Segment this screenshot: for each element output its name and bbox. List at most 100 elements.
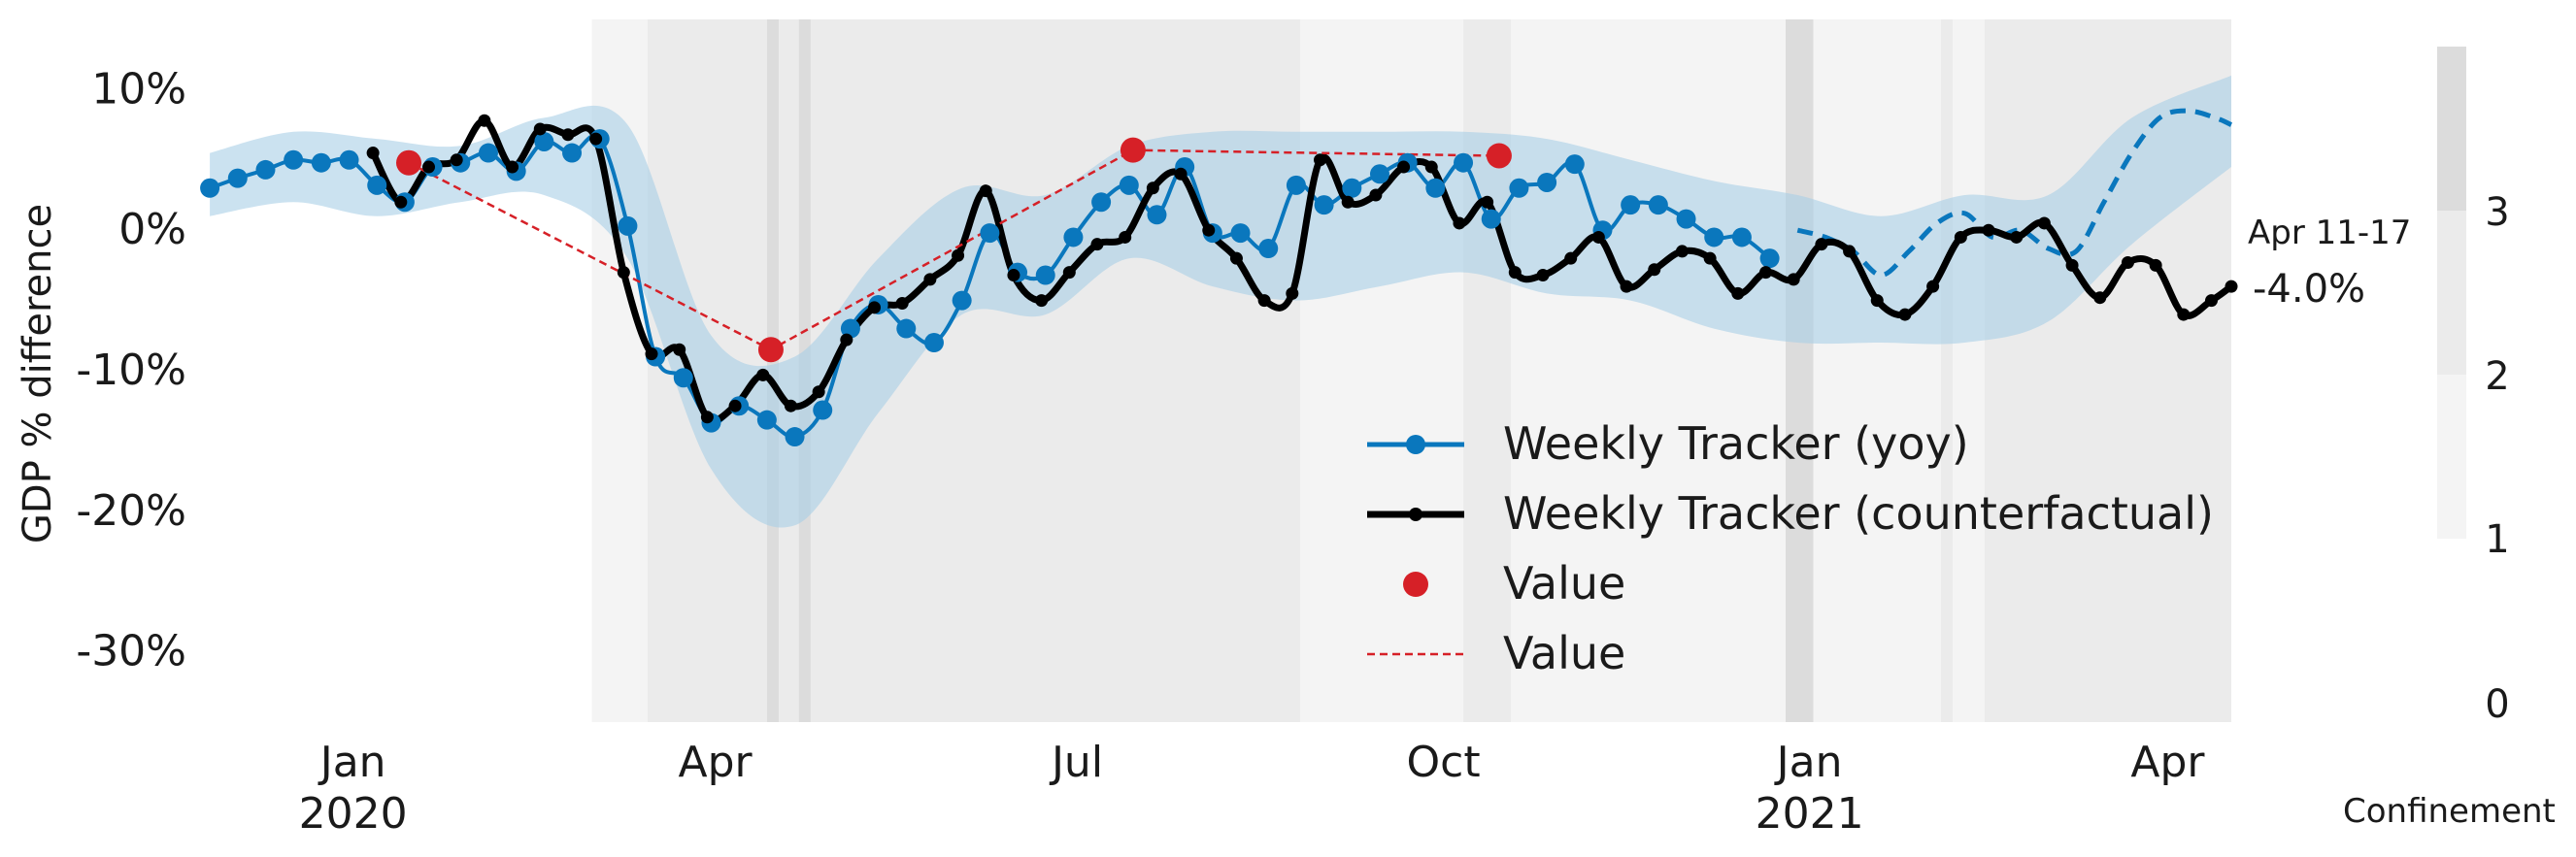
- yoy-point: [1731, 227, 1752, 247]
- counterfactual-point: [2093, 291, 2107, 305]
- yoy-point: [896, 318, 917, 339]
- counterfactual-point: [1926, 280, 1940, 293]
- yoy-point: [1648, 195, 1668, 215]
- confinement-period-level-2: [1940, 19, 1954, 722]
- counterfactual-point: [1424, 160, 1438, 174]
- yoy-forecast-line: [1796, 108, 2233, 279]
- yoy-point: [1258, 239, 1279, 259]
- colorbar-segment-level-2: [2437, 211, 2466, 375]
- legend-label: Value: [1503, 627, 1625, 679]
- counterfactual-point: [1843, 245, 1857, 258]
- y-axis: 10% 0% -10% -20% -30%: [76, 64, 186, 676]
- yoy-point: [952, 290, 972, 311]
- counterfactual-point: [812, 385, 825, 399]
- yoy-point: [1119, 175, 1139, 195]
- counterfactual-point: [1257, 294, 1271, 308]
- yoy-point: [284, 149, 304, 170]
- x-tick-label: Jul: [1049, 738, 1103, 787]
- counterfactual-point: [2037, 216, 2051, 230]
- counterfactual-point: [784, 399, 797, 412]
- annotation-period-label: Apr 11-17: [2248, 214, 2411, 252]
- counterfactual-point: [895, 296, 909, 310]
- counterfactual-point: [1536, 269, 1550, 282]
- colorbar-tick-label: 0: [2485, 682, 2509, 727]
- counterfactual-point: [1731, 286, 1745, 300]
- series-markers: [200, 114, 2238, 447]
- counterfactual-point: [2177, 308, 2191, 321]
- counterfactual-point: [673, 343, 686, 356]
- yoy-point: [1509, 178, 1529, 198]
- x-tick-label: Jan: [1774, 738, 1843, 787]
- yoy-point: [813, 400, 833, 420]
- legend-swatch-counterfactual-marker: [1409, 508, 1422, 521]
- counterfactual-point: [450, 153, 463, 167]
- latest-value-annotation: Apr 11-17 -4.0%: [2248, 214, 2411, 312]
- y-tick-label: 10%: [91, 64, 186, 114]
- yoy-point: [673, 368, 693, 388]
- counterfactual-point: [1898, 308, 1912, 321]
- counterfactual-point: [1481, 195, 1494, 209]
- yoy-point: [1676, 209, 1696, 229]
- counterfactual-point: [952, 248, 965, 262]
- confinement-period-level-1: [1813, 19, 1941, 722]
- counterfactual-point: [1397, 160, 1411, 174]
- confinement-period-level-2: [1463, 19, 1512, 722]
- yoy-point: [1564, 154, 1585, 175]
- counterfactual-point: [617, 266, 630, 280]
- yoy-point: [1369, 164, 1389, 184]
- yoy-point: [1342, 178, 1362, 198]
- counterfactual-point: [1787, 273, 1800, 286]
- yoy-point: [478, 143, 498, 163]
- yoy-point: [562, 143, 583, 163]
- confinement-period-level-1: [1300, 19, 1464, 722]
- quarterly-value-line: [408, 148, 1499, 351]
- counterfactual-point: [1146, 181, 1159, 195]
- yoy-point: [1481, 209, 1501, 229]
- legend-swatch-value-marker: [1403, 572, 1428, 597]
- confinement-period-level-1: [1511, 19, 1786, 722]
- counterfactual-point: [1759, 266, 1773, 280]
- yoy-point: [1621, 195, 1641, 215]
- confinement-colorbar: 0 1 2 3: [2437, 47, 2510, 727]
- yoy-point: [367, 175, 387, 195]
- yoy-point: [1759, 248, 1780, 269]
- y-tick-label: -30%: [76, 627, 186, 676]
- counterfactual-point: [422, 160, 436, 174]
- counterfactual-point: [2121, 256, 2134, 270]
- yoy-point: [1454, 152, 1474, 173]
- yoy-point: [1230, 223, 1251, 244]
- quarterly-value-point: [1486, 143, 1512, 169]
- counterfactual-point: [1982, 223, 1995, 237]
- legend: Weekly Tracker (yoy) Weekly Tracker (coun…: [1367, 417, 2214, 679]
- counterfactual-point: [366, 147, 380, 160]
- yoy-point: [618, 215, 638, 236]
- counterfactual-point: [700, 411, 714, 424]
- yoy-point: [1063, 227, 1084, 247]
- counterfactual-point: [1286, 286, 1299, 300]
- counterfactual-point: [1202, 223, 1216, 237]
- colorbar-segment-level-3: [2437, 47, 2466, 211]
- quarterly-value-point: [396, 149, 422, 176]
- x-tick-label: Oct: [1407, 738, 1481, 787]
- colorbar-tick-label: 3: [2485, 190, 2509, 235]
- counterfactual-point: [840, 333, 853, 346]
- colorbar-tick-label: 1: [2485, 517, 2509, 562]
- x-tick-year-label: 2021: [1756, 789, 1864, 839]
- y-axis-label: GDP % difference: [16, 204, 60, 544]
- counterfactual-point: [1174, 167, 1188, 181]
- counterfactual-point: [1229, 251, 1243, 265]
- yoy-point: [311, 152, 331, 173]
- yoy-point: [785, 427, 805, 447]
- counterfactual-point: [1119, 230, 1132, 244]
- counterfactual-point: [2205, 294, 2219, 308]
- counterfactual-point: [2065, 258, 2079, 272]
- counterfactual-point: [478, 114, 491, 127]
- counterfactual-point: [645, 347, 658, 361]
- counterfactual-point: [2010, 230, 2024, 244]
- yoy-point: [980, 223, 1000, 244]
- yoy-point: [840, 318, 860, 339]
- x-tick-label: Apr: [679, 738, 753, 787]
- yoy-point: [756, 410, 777, 430]
- legend-label: Weekly Tracker (yoy): [1503, 417, 1969, 470]
